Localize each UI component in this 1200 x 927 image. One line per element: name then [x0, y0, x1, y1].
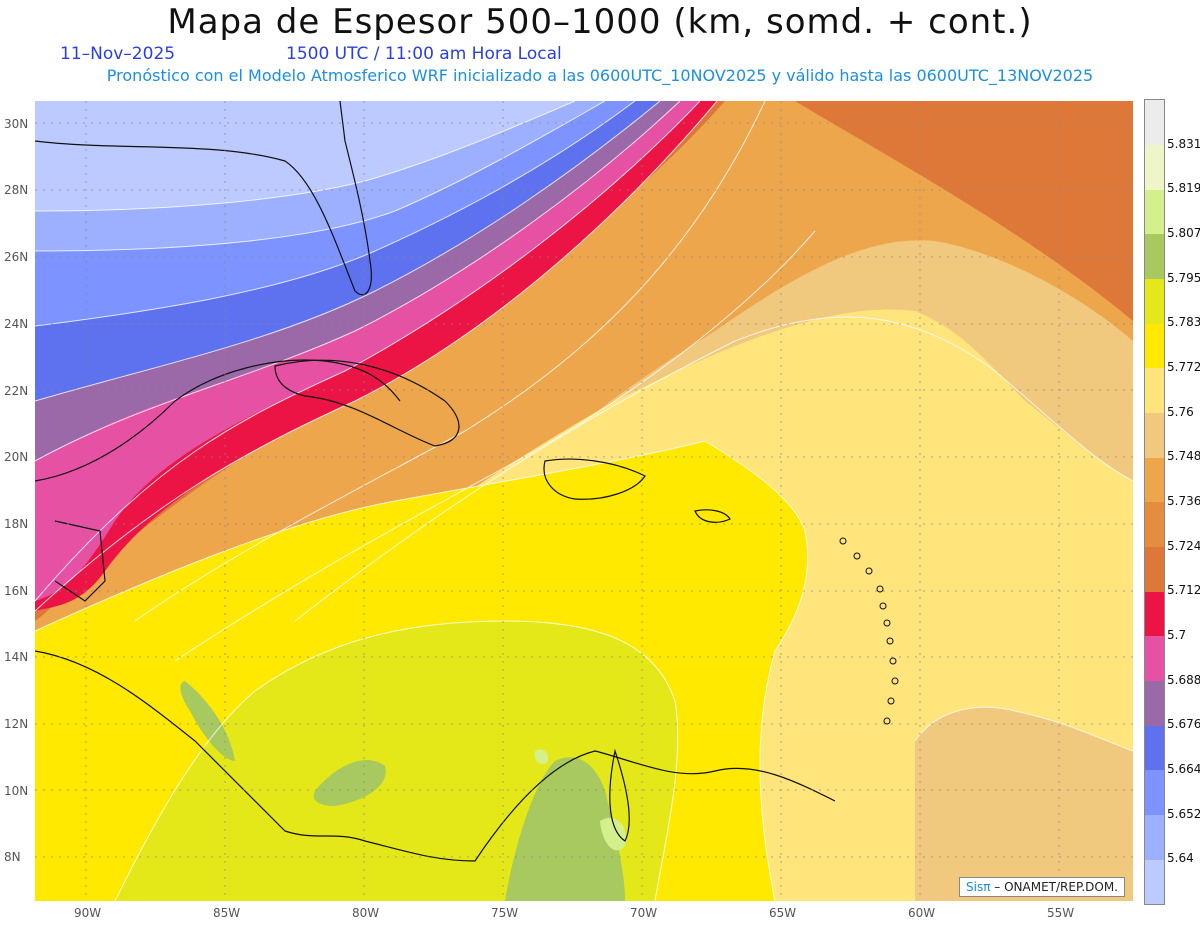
legend-swatch: [1145, 814, 1164, 860]
legend-value-label: 5.807: [1167, 226, 1200, 240]
legend-swatch: [1145, 234, 1164, 280]
puerto-rico-coast: [694, 509, 731, 523]
gulf-yucatan-coast: [35, 359, 401, 482]
lesser-antilles: [839, 537, 899, 725]
lat-label: 14N: [4, 650, 29, 664]
contour-lines: [35, 101, 1133, 901]
legend-value-label: 5.652: [1167, 806, 1200, 821]
legend-swatch: [1145, 457, 1164, 503]
legend-swatch: [1145, 680, 1164, 726]
central-south-america-coast: [35, 650, 836, 862]
forecast-info: Pronóstico con el Modelo Atmosferico WRF…: [106, 66, 1094, 85]
hispaniola-coast: [543, 458, 646, 500]
legend-swatch: [1145, 502, 1164, 548]
lat-label: 18N: [4, 517, 29, 531]
lat-label: 20N: [4, 450, 29, 464]
lat-label: 24N: [4, 317, 29, 331]
lon-label: 70W: [630, 906, 658, 920]
map-title: Mapa de Espesor 500–1000 (km, somd. + co…: [167, 2, 1033, 42]
legend-swatch: [1145, 770, 1164, 816]
maracaibo-coast: [609, 748, 630, 842]
lat-label: 16N: [4, 584, 29, 598]
coastlines: [35, 101, 836, 862]
legend-value-label: 5.64: [1167, 851, 1194, 866]
grid: [35, 101, 1133, 901]
lon-label: 75W: [491, 906, 519, 920]
legend-value-label: 5.664: [1167, 762, 1200, 776]
legend-value-label: 5.831: [1167, 136, 1200, 151]
legend-swatch: [1145, 368, 1164, 414]
legend-swatch: [1145, 636, 1164, 682]
color-legend: [1144, 99, 1165, 905]
lon-label: 65W: [769, 906, 797, 920]
legend-swatch: [1145, 859, 1164, 905]
legend-swatch: [1145, 412, 1164, 458]
legend-value-label: 5.688: [1167, 672, 1200, 687]
legend-value-label: 5.724: [1167, 538, 1200, 553]
legend-value-label: 5.772: [1167, 360, 1200, 374]
credit-text: – ONAMET/REP.DOM.: [990, 880, 1118, 894]
lat-label: 8N: [4, 850, 21, 864]
legend-swatch: [1145, 591, 1164, 637]
lat-label: 12N: [4, 717, 29, 731]
lon-label: 55W: [1047, 906, 1075, 920]
legend-swatch: [1145, 278, 1164, 324]
legend-value-label: 5.76: [1167, 404, 1194, 419]
legend-swatch: [1145, 323, 1164, 369]
lat-label: 28N: [4, 183, 29, 197]
band-5795-andes: [505, 757, 625, 901]
lat-label: 10N: [4, 784, 29, 798]
credit-logo: Sisπ: [966, 880, 991, 894]
band-5807: [600, 817, 626, 851]
lon-label: 60W: [908, 906, 936, 920]
band-5640: [35, 101, 575, 211]
map-canvas: [35, 101, 1133, 901]
legend-value-label: 5.748: [1167, 449, 1200, 464]
credit-box: Sisπ – ONAMET/REP.DOM.: [959, 877, 1125, 897]
florida-coast: [35, 101, 372, 296]
legend-swatch: [1145, 144, 1164, 190]
legend-swatch: [1145, 546, 1164, 592]
legend-swatch: [1145, 189, 1164, 235]
band-5724-ne: [795, 101, 1133, 321]
legend-value-label: 5.795: [1167, 270, 1200, 285]
legend-value-label: 5.819: [1167, 181, 1200, 196]
legend-swatch: [1145, 100, 1164, 146]
lat-label: 22N: [4, 384, 29, 398]
yucatan-border: [54, 520, 106, 602]
cuba-coast: [274, 359, 460, 447]
legend-swatch: [1145, 725, 1164, 771]
band-5795-central: [180, 681, 235, 761]
lat-label: 30N: [4, 117, 29, 131]
legend-value-label: 5.712: [1167, 583, 1200, 598]
band-5795-sea: [313, 760, 386, 806]
thickness-map: Sisπ – ONAMET/REP.DOM.: [35, 101, 1133, 901]
band-5748-se: [915, 707, 1133, 901]
band-5807-b: [534, 749, 549, 765]
legend-value-label: 5.736: [1167, 494, 1200, 508]
legend-value-label: 5.676: [1167, 717, 1200, 732]
date-label: 11–Nov–2025: [60, 44, 176, 64]
lat-label: 26N: [4, 250, 29, 264]
lon-label: 80W: [352, 906, 380, 920]
legend-value-label: 5.783: [1167, 315, 1200, 330]
lon-label: 90W: [74, 906, 102, 920]
legend-value-label: 5.7: [1167, 628, 1187, 642]
time-label: 1500 UTC / 11:00 am Hora Local: [286, 44, 562, 64]
lon-label: 85W: [213, 906, 241, 920]
